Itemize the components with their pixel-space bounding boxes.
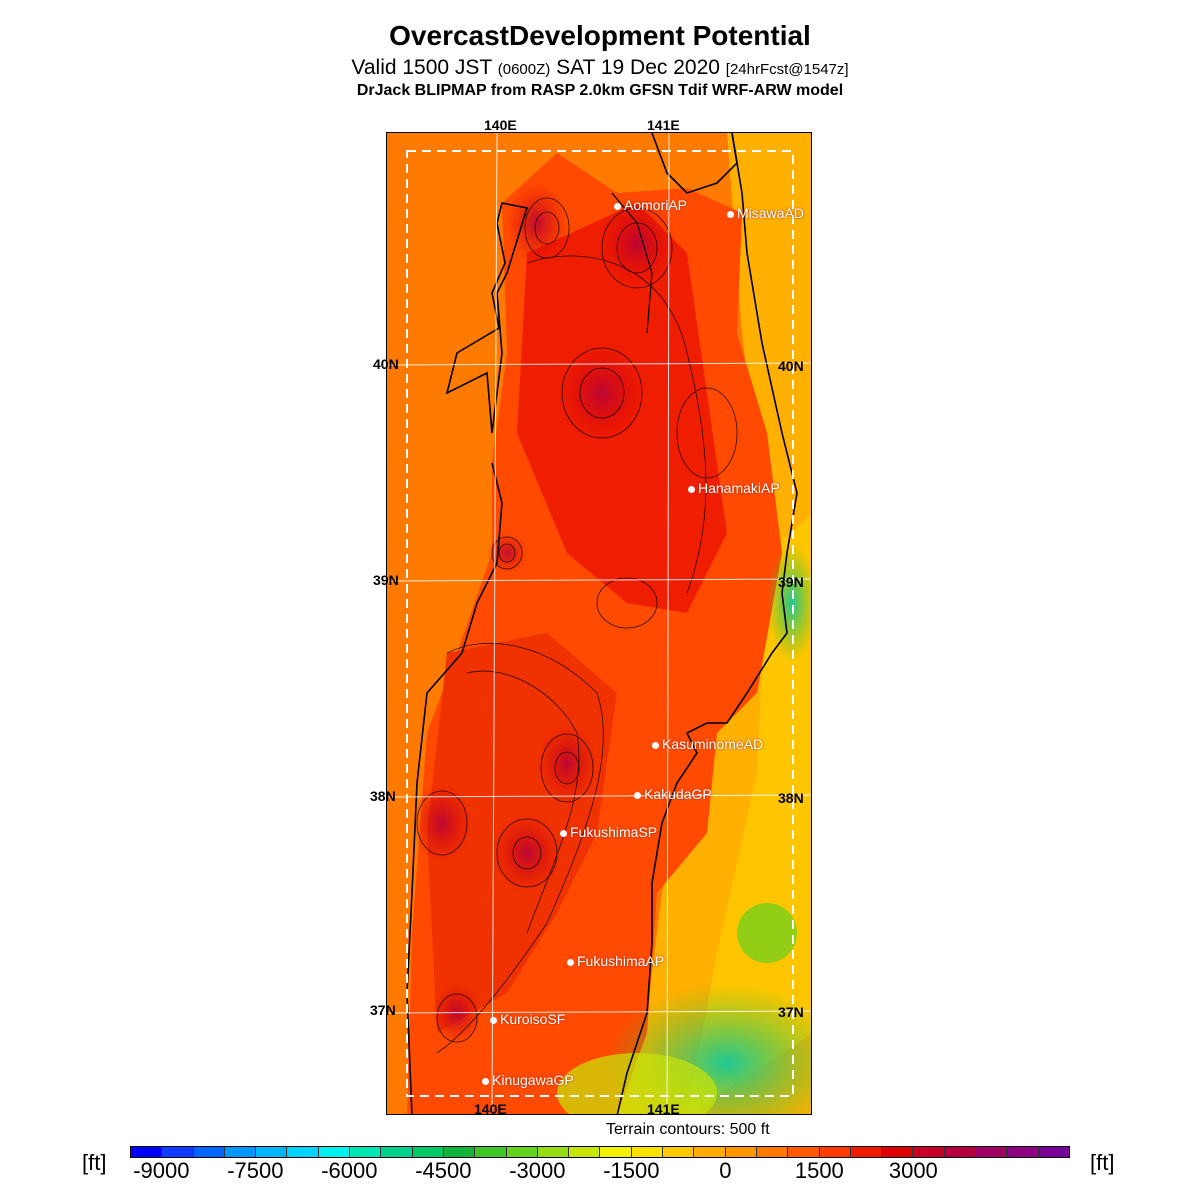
station-marker-icon — [652, 741, 659, 749]
station-marker-icon — [614, 202, 621, 210]
colorbar-swatch — [131, 1147, 163, 1157]
colorbar-tick-label: -6000 — [321, 1158, 378, 1183]
colorbar-swatch — [162, 1147, 194, 1157]
colorbar-swatch — [976, 1147, 1008, 1157]
colorbar-swatch — [350, 1147, 382, 1157]
colorbar-swatch — [381, 1147, 413, 1157]
model-line: DrJack BLIPMAP from RASP 2.0km GFSN Tdif… — [356, 82, 844, 99]
station-label: KasuminomeAD — [662, 736, 764, 752]
colorbar-swatch — [788, 1147, 820, 1157]
colorbar-tick-label: -1500 — [603, 1158, 660, 1183]
station-marker-icon — [490, 1016, 497, 1024]
colorbar-swatch — [913, 1147, 945, 1157]
valid-time: Valid 1500 JST — [351, 56, 492, 79]
colorbar-swatch — [663, 1147, 695, 1157]
station-label: AomoriAP — [624, 197, 688, 213]
station-label: FukushimaAP — [577, 953, 665, 969]
colorbar-swatch — [882, 1147, 914, 1157]
colorbar-swatch — [1038, 1147, 1069, 1157]
lon-label-top-141e: 141E — [647, 117, 680, 133]
terrain-contour-note: Terrain contours: 500 ft — [606, 1121, 770, 1138]
station-aomori-ap: AomoriAP — [614, 197, 687, 213]
station-label: FukushimaSP — [570, 824, 658, 840]
forecast-info: [24hrFcst@1547z] — [725, 61, 849, 78]
lat-label-right-40n: 40N — [778, 358, 804, 374]
station-label: KinugawaGP — [492, 1072, 574, 1088]
station-kinugawa-gp: KinugawaGP — [482, 1072, 574, 1088]
colorbar-swatch — [756, 1147, 789, 1157]
colorbar-tick-label: -7500 — [227, 1158, 284, 1183]
colorbar-swatch — [944, 1147, 977, 1157]
colorbar-swatch — [725, 1147, 757, 1157]
lat-label-right-37n: 37N — [778, 1004, 804, 1020]
colorbar-unit-left: [ft] — [82, 1150, 107, 1175]
station-fukushima-ap: FukushimaAP — [567, 953, 664, 969]
colorbar-swatch — [569, 1147, 601, 1157]
colorbar-swatch — [443, 1147, 476, 1157]
colorbar-tick-label: 3000 — [888, 1158, 938, 1183]
lat-label-right-38n: 38N — [778, 790, 804, 806]
lat-label-left-38n: 38N — [370, 788, 396, 804]
map-field — [387, 133, 811, 1114]
station-kasuminome-ad: KasuminomeAD — [652, 736, 763, 752]
colorbar-swatch — [850, 1147, 883, 1157]
colorbar-swatch — [224, 1147, 257, 1157]
forecast-map — [386, 132, 812, 1115]
station-label: KakudaGP — [644, 786, 712, 802]
station-marker-icon — [688, 485, 695, 493]
colorbar-tick-label: 0 — [719, 1158, 732, 1183]
colorbar-tick-label: -4500 — [415, 1158, 472, 1183]
colorbar-unit-right: [ft] — [1090, 1150, 1115, 1175]
valid-date: SAT 19 Dec 2020 — [556, 56, 720, 79]
colorbar-tick-label: -3000 — [509, 1158, 566, 1183]
utc-time: (0600Z) — [497, 61, 551, 78]
lon-label-top-140e: 140E — [484, 117, 517, 133]
lon-label-bottom-140e: 140E — [474, 1101, 507, 1117]
colorbar-swatch — [631, 1147, 664, 1157]
colorbar-swatch — [412, 1147, 444, 1157]
colorbar-swatch — [193, 1147, 225, 1157]
colorbar-swatch — [256, 1147, 288, 1157]
colorbar-swatch — [506, 1147, 538, 1157]
colorbar-tick-label: -9000 — [133, 1158, 190, 1183]
station-label: MisawaAD — [737, 205, 804, 221]
lon-label-bottom-141e: 141E — [647, 1101, 680, 1117]
colorbar-swatch — [600, 1147, 632, 1157]
station-marker-icon — [567, 958, 574, 966]
lat-label-left-39n: 39N — [373, 572, 399, 588]
colorbar-swatch — [318, 1147, 351, 1157]
map-subtitle: Valid 1500 JST (0600Z) SAT 19 Dec 2020 [… — [0, 56, 1200, 80]
station-marker-icon — [482, 1077, 489, 1085]
station-kakuda-gp: KakudaGP — [634, 786, 712, 802]
colorbar-swatch — [1007, 1147, 1039, 1157]
station-label: HanamakiAP — [698, 480, 780, 496]
lat-label-right-39n: 39N — [778, 574, 804, 590]
colorbar — [130, 1146, 1070, 1158]
colorbar-swatch — [475, 1147, 507, 1157]
lat-label-left-40n: 40N — [373, 356, 399, 372]
colorbar-swatch — [537, 1147, 570, 1157]
station-fukushima-sp: FukushimaSP — [560, 824, 657, 840]
station-kuroiso-sf: KuroisoSF — [490, 1011, 565, 1027]
map-title: OvercastDevelopment Potential — [389, 20, 811, 51]
colorbar-swatch — [819, 1147, 851, 1157]
colorbar-swatch — [694, 1147, 726, 1157]
colorbar-tick-label: 1500 — [794, 1158, 844, 1183]
station-hanamaki-ap: HanamakiAP — [688, 480, 780, 496]
station-label: KuroisoSF — [500, 1011, 566, 1027]
station-marker-icon — [727, 210, 734, 218]
station-marker-icon — [634, 791, 641, 799]
lat-label-left-37n: 37N — [370, 1002, 396, 1018]
colorbar-swatch — [287, 1147, 319, 1157]
station-misawa-ad: MisawaAD — [727, 205, 804, 221]
station-marker-icon — [560, 829, 567, 837]
